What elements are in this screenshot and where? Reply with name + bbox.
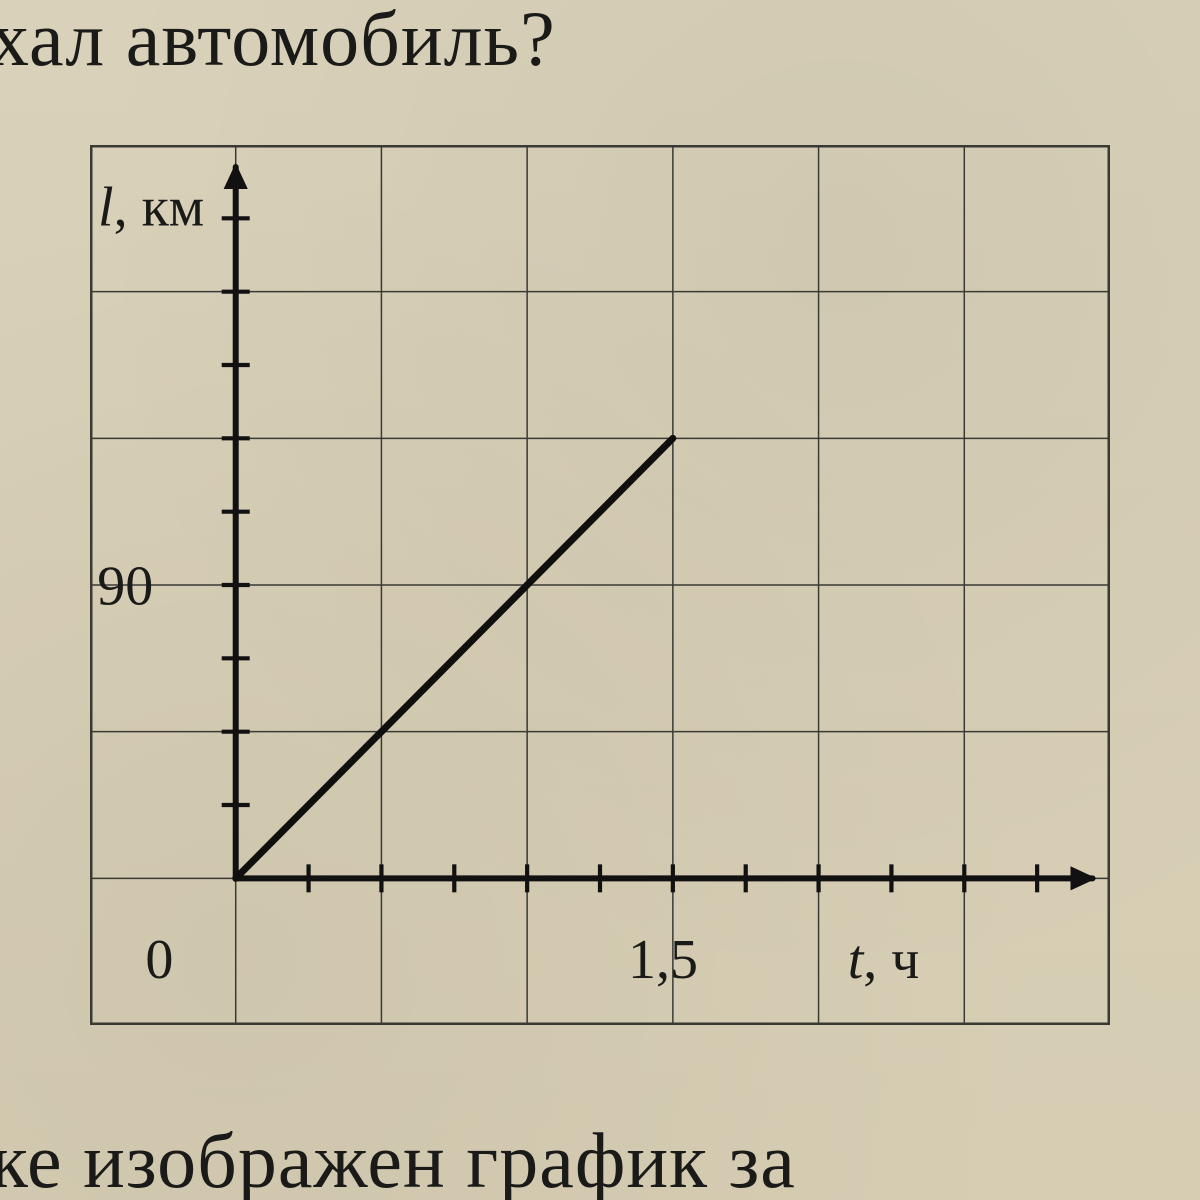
y-axis-label: l, км [98,177,204,239]
x-tick-label: 1,5 [628,929,698,991]
y-tick-label: 90 [97,556,153,618]
cropped-text-bottom: ке изображен график за [0,1116,796,1200]
distance-time-chart: l, км 90 0 1,5 t, ч [90,145,1110,1025]
origin-label: 0 [145,929,173,991]
x-axis-label: t, ч [848,929,920,991]
cropped-text-top: хал автомобиль? [0,0,556,84]
